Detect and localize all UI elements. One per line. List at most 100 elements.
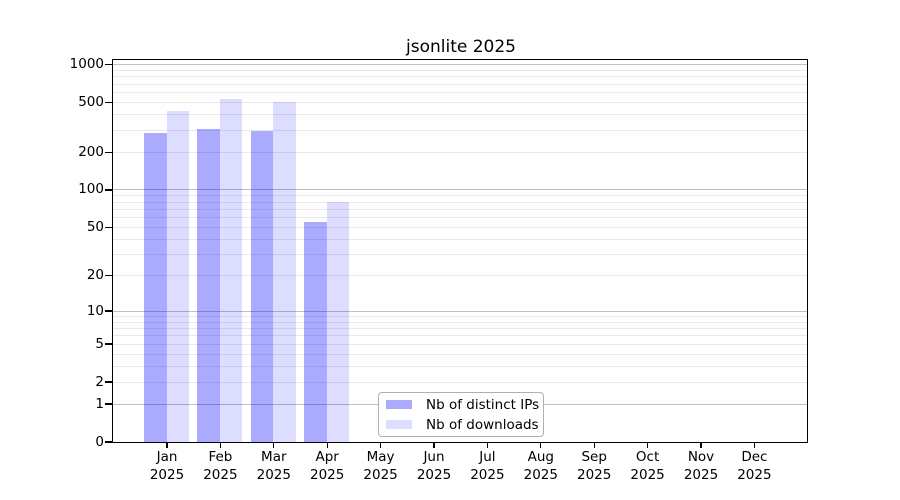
gridline <box>113 76 807 78</box>
x-tick-year: 2025 <box>416 466 452 483</box>
legend-label: Nb of downloads <box>426 416 539 433</box>
legend: Nb of distinct IPs Nb of downloads <box>378 392 544 437</box>
gridline <box>113 226 807 228</box>
x-tick-mark <box>593 442 595 448</box>
y-tick-mark <box>105 403 112 405</box>
gridline <box>113 189 807 191</box>
bar-downloads <box>166 110 189 442</box>
y-tick-label: 1 <box>95 395 104 412</box>
bar-distinct-ips <box>250 131 274 442</box>
y-tick-label: 0 <box>95 433 104 450</box>
x-tick-mark <box>219 442 222 448</box>
x-tick-mark <box>486 442 489 448</box>
plot-area <box>113 60 807 442</box>
x-tick-year: 2025 <box>523 466 558 483</box>
legend-swatch-distinct-ips-icon <box>386 399 412 410</box>
gridline <box>113 365 807 367</box>
bar-downloads <box>219 98 243 442</box>
gridline <box>113 114 807 116</box>
x-tick-mark <box>700 442 702 448</box>
x-tick-mark <box>379 442 382 448</box>
bar-downloads <box>273 101 296 442</box>
x-tick-label: Aug 2025 <box>511 449 571 484</box>
x-tick-mark <box>326 442 328 448</box>
x-tick-mark <box>273 442 275 448</box>
x-tick-label: Apr 2025 <box>297 449 357 484</box>
gridline <box>113 129 807 131</box>
gridline <box>113 253 807 255</box>
legend-item-downloads: Nb of downloads <box>379 416 543 433</box>
x-tick-label: Jun 2025 <box>404 449 464 484</box>
x-tick-label: Feb 2025 <box>190 449 250 484</box>
x-tick-mark <box>433 442 435 448</box>
bar-distinct-ips <box>144 133 167 442</box>
x-tick-year: 2025 <box>310 466 345 483</box>
y-tick-mark <box>105 101 112 104</box>
y-tick-mark <box>105 275 112 277</box>
x-tick-mark <box>166 442 168 448</box>
y-tick-label: 200 <box>78 143 104 160</box>
y-tick-label: 1000 <box>69 56 104 73</box>
x-tick-label: Sep 2025 <box>564 449 624 484</box>
x-tick-year: 2025 <box>256 466 291 483</box>
gridline <box>113 335 807 337</box>
legend-item-distinct-ips: Nb of distinct IPs <box>379 396 543 413</box>
gridline <box>113 64 807 66</box>
x-tick-mark <box>753 442 756 448</box>
x-tick-year: 2025 <box>577 466 612 483</box>
gridline <box>113 321 807 323</box>
y-tick-label: 2 <box>95 373 104 390</box>
x-tick-year: 2025 <box>683 466 719 483</box>
gridline <box>113 83 807 85</box>
y-tick-label: 10 <box>86 302 104 319</box>
gridline <box>113 238 807 240</box>
bar-downloads <box>326 202 350 442</box>
gridline <box>113 381 807 383</box>
y-tick-mark <box>105 151 112 154</box>
gridline <box>113 216 807 218</box>
x-tick-year: 2025 <box>630 466 665 483</box>
gridline <box>113 315 807 317</box>
gridline <box>113 343 807 345</box>
gridline <box>113 92 807 94</box>
x-tick-mark <box>646 442 649 448</box>
x-tick-label: Oct 2025 <box>618 449 678 484</box>
legend-label: Nb of distinct IPs <box>426 396 540 413</box>
gridline <box>113 102 807 103</box>
y-tick-label: 500 <box>78 94 104 110</box>
y-tick-label: 20 <box>86 267 104 284</box>
y-tick-mark <box>105 64 112 66</box>
y-tick-mark <box>105 381 112 383</box>
x-tick-year: 2025 <box>470 466 505 483</box>
x-tick-mark <box>540 442 542 448</box>
x-tick-label: Dec 2025 <box>724 449 784 484</box>
y-tick-mark <box>105 343 112 345</box>
gridline <box>113 151 807 153</box>
gridline <box>113 353 807 355</box>
y-tick-label: 100 <box>78 181 104 198</box>
gridline <box>113 310 807 312</box>
x-tick-year: 2025 <box>363 466 398 483</box>
x-tick-label: Nov 2025 <box>671 449 731 484</box>
gridline <box>113 275 807 277</box>
gridline <box>113 201 807 203</box>
gridline <box>113 208 807 210</box>
bar-distinct-ips <box>197 128 220 442</box>
y-tick-label: 5 <box>95 335 104 352</box>
legend-swatch-downloads-icon <box>386 419 412 430</box>
y-tick-label: 50 <box>86 218 104 235</box>
chart-title: jsonlite 2025 <box>406 37 516 57</box>
x-tick-label: Jan 2025 <box>137 449 197 484</box>
gridline <box>113 327 807 329</box>
x-tick-label: Jul 2025 <box>457 449 517 484</box>
y-tick-mark <box>105 310 112 312</box>
x-tick-label: Mar 2025 <box>244 449 304 484</box>
y-tick-mark <box>105 226 112 228</box>
x-tick-year: 2025 <box>203 466 238 483</box>
x-tick-year: 2025 <box>737 466 772 483</box>
x-tick-year: 2025 <box>149 466 185 483</box>
x-tick-label: May 2025 <box>351 449 411 484</box>
gridline <box>113 69 807 71</box>
gridline <box>113 195 807 197</box>
